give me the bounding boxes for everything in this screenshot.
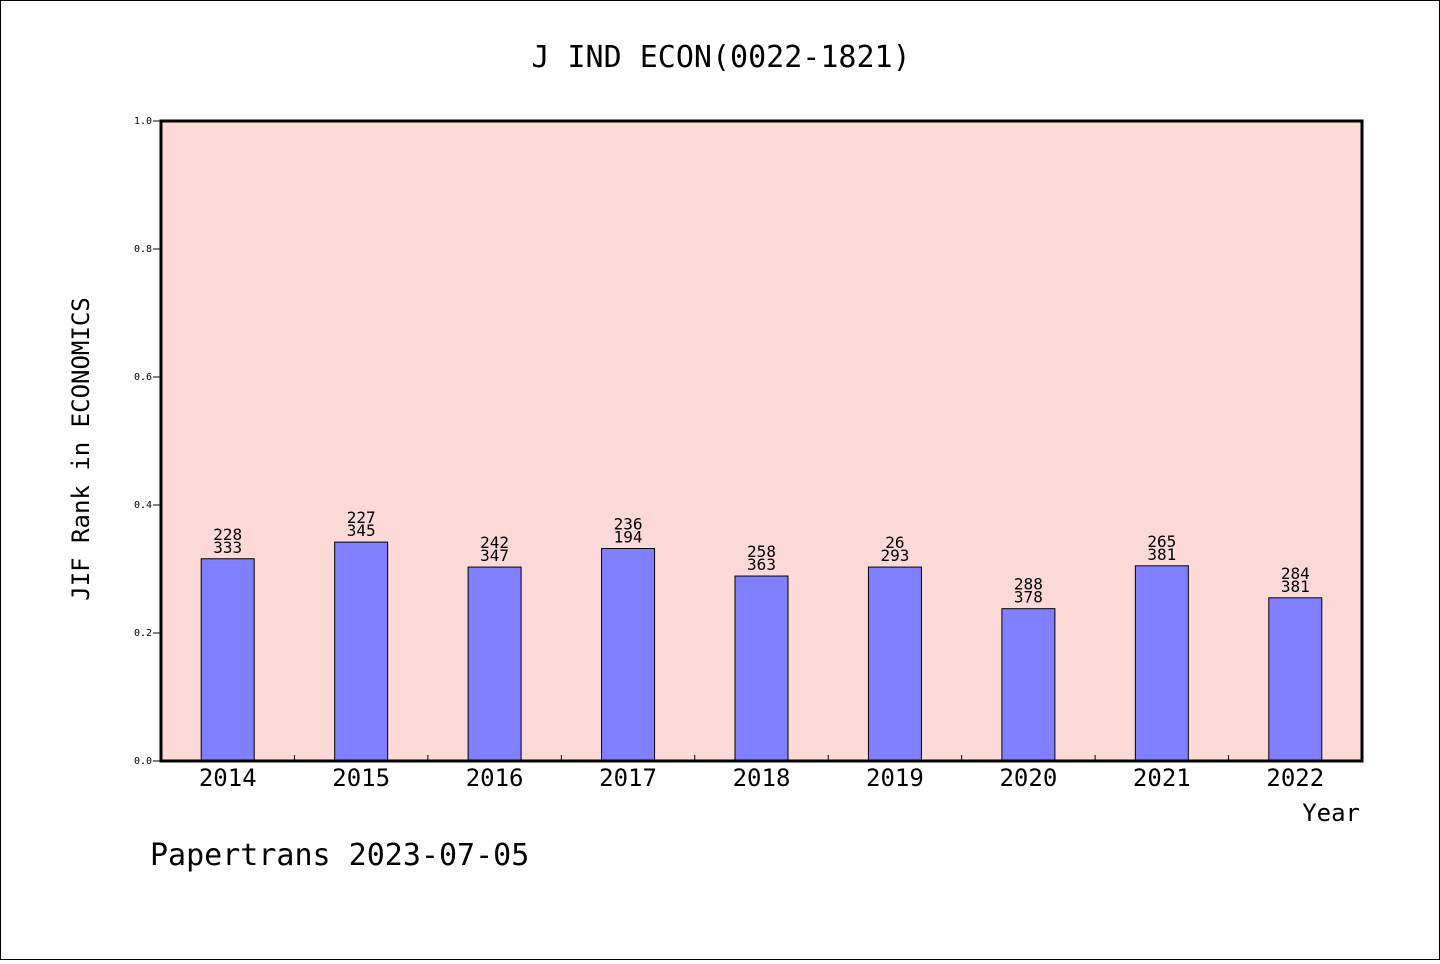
x-tick-label-2019: 2019 xyxy=(866,764,924,792)
y-tick-label-0.6: 0.6 xyxy=(134,372,152,383)
x-tick-label-2015: 2015 xyxy=(332,764,390,792)
bar-2020 xyxy=(1001,608,1056,762)
x-axis-label: Year xyxy=(1302,799,1360,827)
bar-label-top-2020: 288 xyxy=(1014,575,1043,594)
x-tick-label-2022: 2022 xyxy=(1266,764,1324,792)
y-tick-label-0.4: 0.4 xyxy=(134,500,152,511)
bar-2021 xyxy=(1134,565,1189,762)
plot-border xyxy=(159,119,1364,763)
bar-label-bottom-2019: 293 xyxy=(880,546,909,565)
chart-title: J IND ECON(0022-1821) xyxy=(531,40,910,75)
x-tick-label-2017: 2017 xyxy=(599,764,657,792)
x-tick-label-2018: 2018 xyxy=(733,764,791,792)
x-tick-label-2021: 2021 xyxy=(1133,764,1191,792)
bar-label-top-2022: 284 xyxy=(1281,564,1310,583)
y-tick-label-1.0: 1.0 xyxy=(134,116,152,127)
x-tick-label-2020: 2020 xyxy=(999,764,1057,792)
bar-2018 xyxy=(734,575,789,762)
bar-label-top-2021: 265 xyxy=(1147,532,1176,551)
bar-label-top-2018: 258 xyxy=(747,542,776,561)
bar-label-bottom-2022: 381 xyxy=(1281,577,1310,596)
x-tick-label-2016: 2016 xyxy=(466,764,524,792)
bar-label-top-2015: 227 xyxy=(347,508,376,527)
bar-label-bottom-2020: 378 xyxy=(1014,588,1043,607)
bar-label-bottom-2015: 345 xyxy=(347,521,376,540)
bar-2014 xyxy=(200,558,255,762)
bar-2019 xyxy=(867,566,922,762)
bar-label-bottom-2014: 333 xyxy=(213,538,242,557)
bar-label-top-2016: 242 xyxy=(480,533,509,552)
bar-label-bottom-2018: 363 xyxy=(747,555,776,574)
x-tick-label-2014: 2014 xyxy=(199,764,257,792)
bar-label-top-2014: 228 xyxy=(213,525,242,544)
y-tick-label-0.2: 0.2 xyxy=(134,628,152,639)
bar-label-top-2019: 26 xyxy=(885,533,904,552)
bar-2017 xyxy=(601,548,656,762)
y-tick-label-0.8: 0.8 xyxy=(134,244,152,255)
footer-credit: Papertrans 2023-07-05 xyxy=(150,838,529,873)
bar-2022 xyxy=(1268,597,1323,762)
bar-2016 xyxy=(467,566,522,762)
bar-2015 xyxy=(334,541,389,762)
bar-label-top-2017: 236 xyxy=(614,515,643,534)
y-tick-label-0.0: 0.0 xyxy=(134,756,152,767)
y-axis-label: JIF Rank in ECONOMICS xyxy=(67,297,95,600)
bar-label-bottom-2017: 194 xyxy=(614,528,643,547)
bar-label-bottom-2021: 381 xyxy=(1147,545,1176,564)
bar-label-bottom-2016: 347 xyxy=(480,546,509,565)
